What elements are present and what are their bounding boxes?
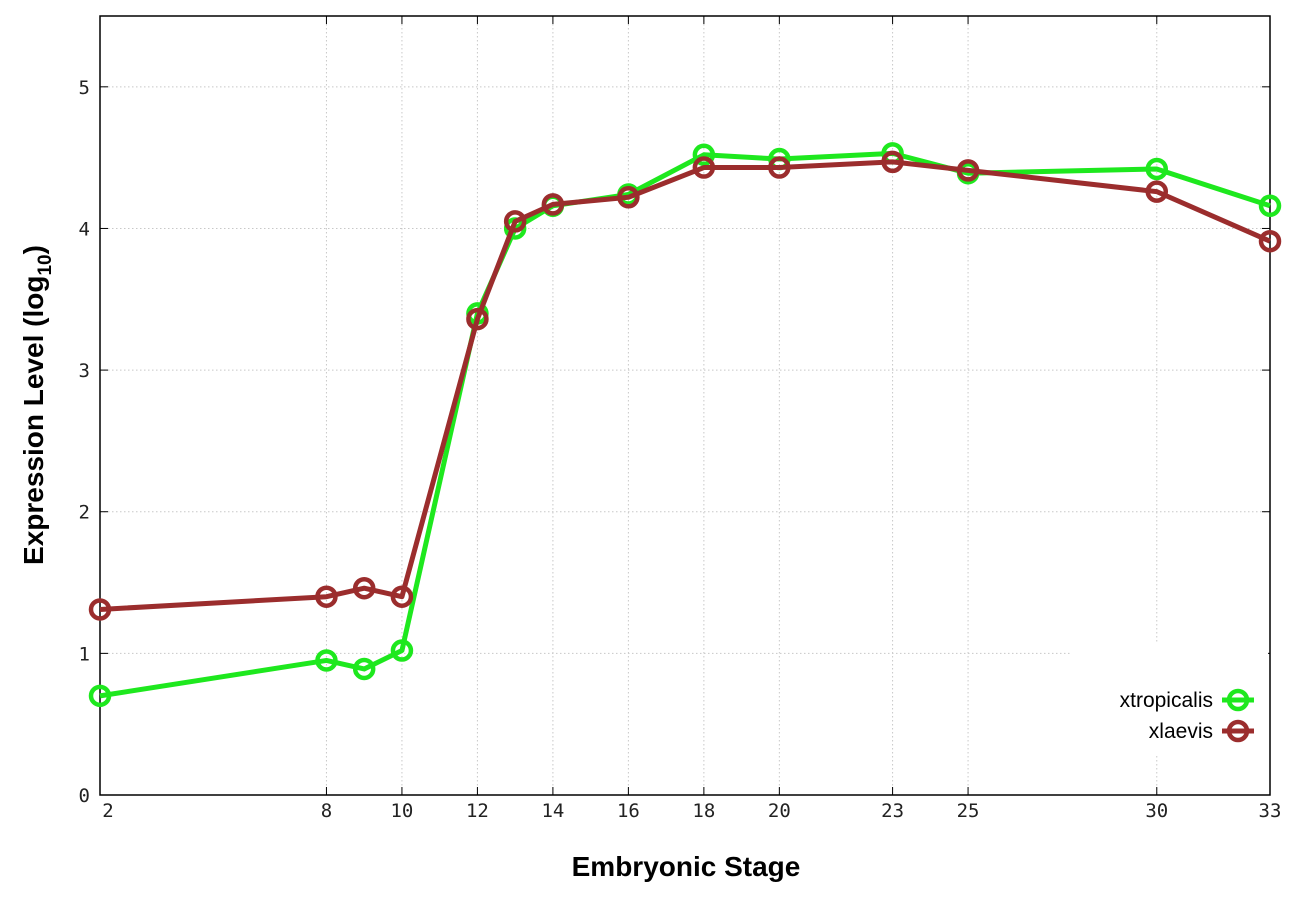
data-point (315, 585, 338, 608)
legend-label: xlaevis (1149, 720, 1213, 743)
legend-label: xtropicalis (1120, 689, 1213, 712)
x-tick-label: 25 (957, 800, 980, 822)
data-point (390, 585, 414, 608)
data-point (88, 598, 112, 621)
y-tick-label: 4 (79, 218, 90, 240)
y-tick-label: 2 (79, 502, 90, 524)
series-xlaevis (88, 150, 1282, 621)
data-point (692, 143, 716, 167)
x-axis-label: Embryonic Stage (572, 851, 801, 882)
data-point (541, 193, 565, 216)
y-tick-label: 0 (79, 785, 90, 807)
plot-frame (99, 15, 1271, 796)
x-tick-label: 12 (466, 800, 489, 822)
data-point (352, 657, 376, 681)
grid (100, 16, 1270, 795)
series-layer (88, 142, 1282, 708)
data-point (768, 156, 791, 179)
data-point (466, 307, 489, 331)
data-point (881, 150, 904, 174)
legend-marker (1226, 688, 1250, 712)
x-tick-label: 10 (390, 800, 413, 822)
y-tick-label: 5 (79, 77, 90, 99)
data-point (315, 649, 338, 672)
data-point (1258, 229, 1282, 253)
y-axis-label-close: ) (18, 245, 49, 254)
legend-marker (1226, 719, 1250, 743)
data-point (503, 210, 527, 233)
y-axis-label: Expression Level (log10) (18, 245, 56, 565)
x-tick-label: 20 (768, 800, 791, 822)
x-tick-label: 14 (541, 800, 564, 822)
data-point (352, 576, 376, 600)
data-point (1145, 157, 1169, 181)
y-axis-label-main: Expression Level (log (18, 276, 49, 565)
data-point (1145, 180, 1169, 203)
data-point (390, 639, 414, 662)
data-point (692, 156, 716, 179)
series-line (99, 159, 1272, 612)
x-tick-label: 33 (1259, 800, 1282, 822)
y-axis-label-subscript: 10 (35, 254, 56, 275)
data-point (88, 684, 112, 708)
data-point (617, 186, 640, 209)
y-tick-label: 1 (79, 643, 90, 665)
y-tick-label: 3 (79, 360, 90, 382)
x-tick-label: 2 (102, 800, 113, 822)
x-tick-label: 16 (617, 800, 640, 822)
x-tick-label: 18 (692, 800, 715, 822)
legend: xtropicalis xlaevis (1072, 642, 1268, 754)
data-point (956, 159, 980, 182)
x-tick-label: 8 (321, 800, 332, 822)
x-tick-label: 23 (881, 800, 904, 822)
series-line (99, 150, 1271, 699)
data-point (1258, 194, 1282, 218)
x-tick-label: 30 (1145, 800, 1168, 822)
